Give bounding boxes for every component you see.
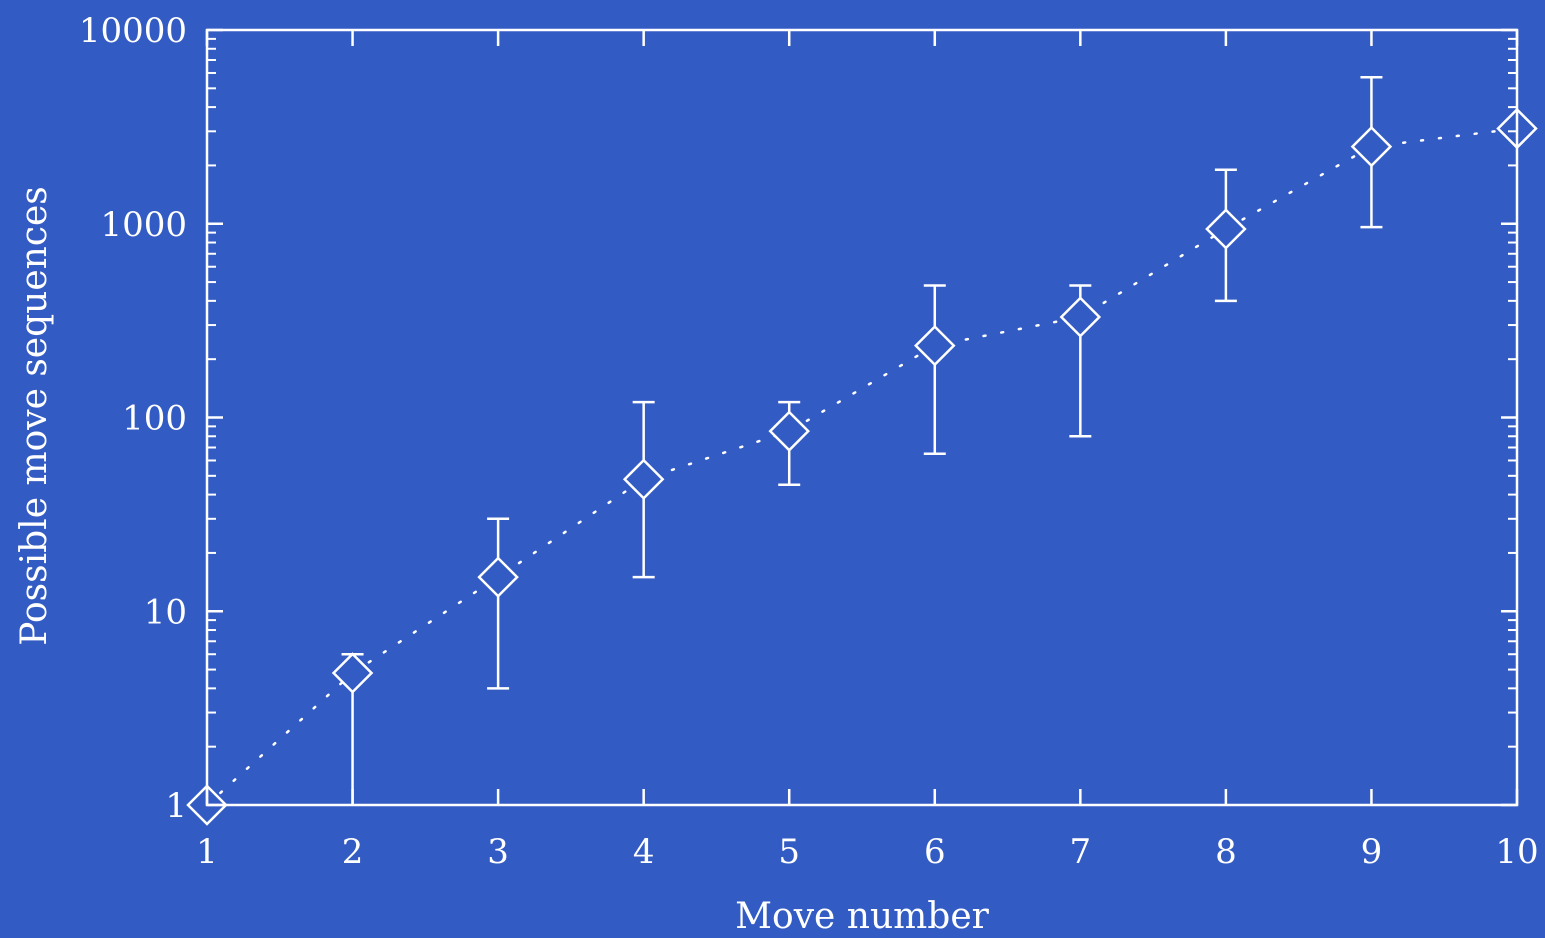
data-point <box>1059 296 1102 338</box>
tick-labels: 1 2 3 4 5 6 7 8 9 10 1 10 100 1000 10000 <box>79 11 1539 872</box>
y-tick-label: 10000 <box>79 11 187 51</box>
x-axis-title: Move number <box>735 896 989 937</box>
data-point <box>622 458 665 501</box>
series-line <box>205 127 1519 807</box>
x-tick-label: 3 <box>487 832 509 872</box>
data-point <box>914 324 956 367</box>
y-axis-title: Possible move sequences <box>14 186 55 646</box>
y-tick-label: 100 <box>122 399 187 439</box>
data-point <box>331 652 374 694</box>
x-tick-label: 7 <box>1070 832 1092 872</box>
y-tick-label: 1 <box>165 786 187 826</box>
data-point <box>768 410 810 452</box>
x-tick-label: 6 <box>924 832 946 872</box>
data-point <box>1205 208 1247 250</box>
data-point <box>477 556 519 598</box>
x-tick-label: 5 <box>778 832 800 872</box>
plot-border <box>205 28 1519 807</box>
data-markers <box>186 107 1538 826</box>
error-bars <box>341 76 1383 805</box>
dotted-connector <box>205 127 1519 807</box>
data-point <box>1350 125 1393 168</box>
plot-frame <box>205 28 1519 807</box>
x-tick-label: 4 <box>633 832 655 872</box>
y-tick-label: 1000 <box>100 205 187 245</box>
y-tick-label: 10 <box>144 592 187 632</box>
x-tick-label: 1 <box>196 832 218 872</box>
x-tick-label: 2 <box>342 832 364 872</box>
x-tick-label: 8 <box>1215 832 1237 872</box>
x-tick-label: 10 <box>1495 832 1538 872</box>
x-tick-label: 9 <box>1361 832 1383 872</box>
